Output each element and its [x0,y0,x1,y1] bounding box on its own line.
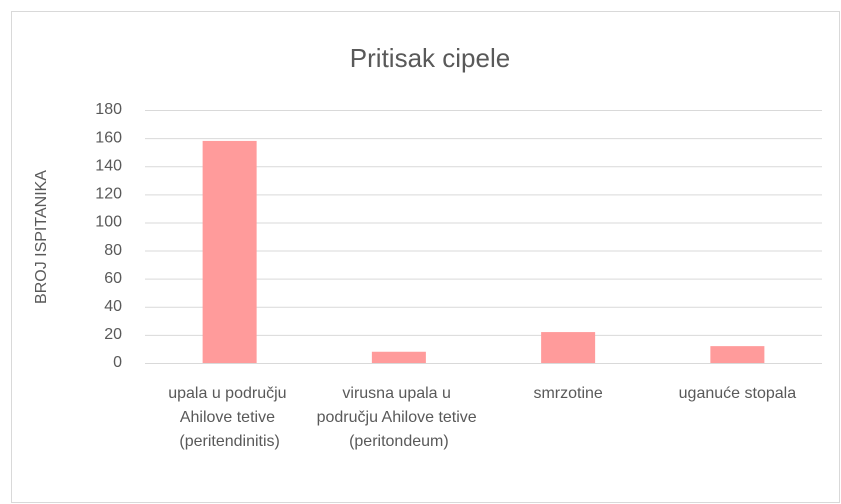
y-tick-label: 180 [95,101,122,118]
x-tick-label: smrzotine [533,385,602,402]
y-tick-label: 140 [95,157,122,174]
bar [710,346,765,363]
chart-title: Pritisak cipele [350,43,510,73]
x-tick-label: upala u području Ahilove tetive (periten… [168,385,291,450]
x-tick-label: uganuće stopala [679,385,797,402]
x-tick-label: virusna upala u području Ahilove tetive … [317,385,482,450]
y-tick-label: 60 [104,270,122,287]
y-tick-label: 0 [113,354,122,371]
y-tick-label: 100 [95,214,122,231]
y-tick-label: 120 [95,186,122,203]
y-axis-label: BROJ ISPITANIKA [33,170,50,304]
y-tick-label: 20 [104,326,122,343]
bar [202,140,257,363]
y-tick-label: 160 [95,129,122,146]
bar [371,351,426,363]
y-tick-label: 40 [104,298,122,315]
bar [541,332,596,363]
y-tick-label: 80 [104,242,122,259]
chart-border [11,11,840,503]
